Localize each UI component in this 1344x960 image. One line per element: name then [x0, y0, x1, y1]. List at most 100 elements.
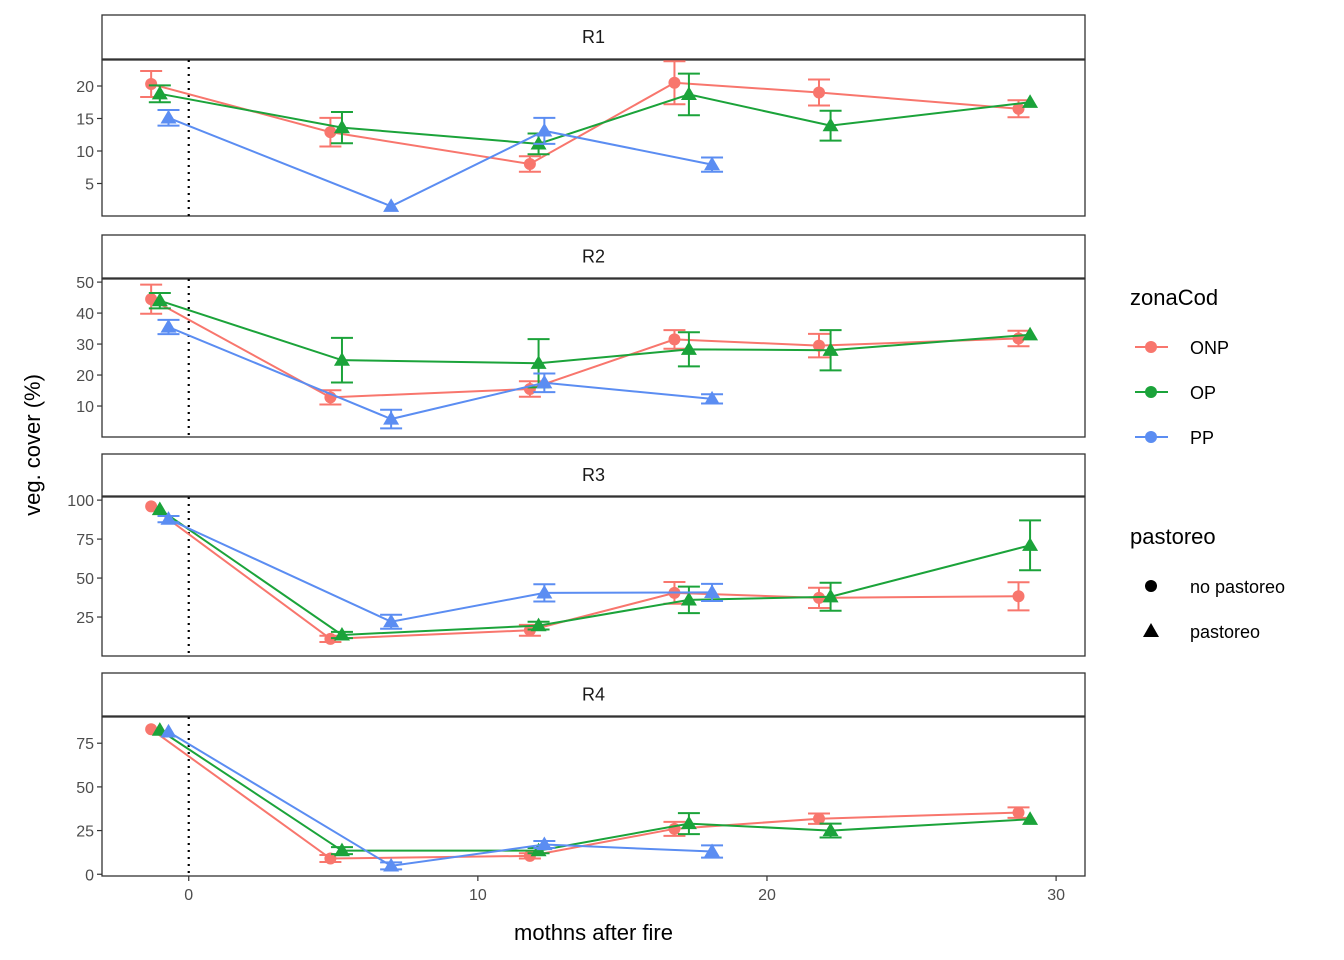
point-op-r3 [1022, 537, 1039, 551]
point-pp-r4 [160, 723, 177, 738]
point-onp-r1 [145, 78, 158, 91]
point-onp-r3 [324, 632, 337, 645]
point-op-r3 [333, 626, 350, 641]
point-pp-r2 [704, 390, 721, 405]
point-op-r1 [530, 135, 547, 150]
point-pp-r4 [536, 836, 553, 851]
facet-strip-r1 [101, 14, 1086, 60]
facet-label-r1: R1 [582, 27, 605, 47]
x-tick-label: 10 [469, 887, 487, 904]
series-line-op-r4 [159, 729, 1031, 852]
point-onp-r1 [523, 158, 536, 170]
y-tick-label-r4: 50 [76, 780, 94, 797]
point-op-r2 [333, 352, 350, 366]
x-tick-label: 0 [184, 887, 193, 904]
series-line-pp-r4 [167, 730, 713, 867]
x-tick-label: 20 [758, 887, 776, 904]
legend-key-point-pp [1145, 431, 1157, 443]
y-tick-label-r2: 20 [76, 368, 94, 385]
point-pp-r1 [383, 198, 400, 212]
series-line-pp-r3 [168, 518, 713, 623]
facet-strip-r4 [101, 672, 1086, 717]
point-pp-r3 [536, 584, 553, 599]
legend-label-op: OP [1190, 383, 1216, 403]
point-pp-r3 [704, 584, 721, 598]
series-line-op-r3 [159, 508, 1031, 636]
legend-shape-circle [1145, 580, 1157, 592]
y-tick-label-r4: 0 [85, 867, 94, 884]
x-axis-title: mothns after fire [514, 920, 673, 945]
legend-label-shape: pastoreo [1190, 622, 1260, 642]
point-op-r1 [680, 86, 697, 101]
point-pp-r1 [160, 109, 177, 124]
point-pp-r1 [536, 122, 553, 137]
y-tick-label-r3: 50 [76, 571, 94, 588]
legend-label-pp: PP [1190, 428, 1214, 448]
y-axis-title: veg. cover (%) [20, 374, 45, 516]
facet-label-r4: R4 [582, 685, 605, 705]
series-line-onp-r4 [150, 728, 1019, 860]
y-tick-label-r1: 20 [76, 79, 94, 96]
x-tick-label: 30 [1047, 887, 1065, 904]
series-line-pp-r1 [168, 116, 713, 208]
facet-label-r3: R3 [582, 465, 605, 485]
point-onp-r1 [1012, 102, 1025, 115]
point-onp-r2 [668, 333, 681, 346]
y-tick-label-r2: 30 [76, 337, 94, 354]
point-op-r2 [530, 355, 547, 369]
point-pp-r4 [704, 843, 721, 858]
legend-key-point-op [1145, 386, 1157, 398]
point-op-r4 [1022, 811, 1039, 825]
point-onp-r2 [145, 293, 158, 306]
y-tick-label-r1: 10 [76, 144, 94, 161]
legend-title-pastoreo: pastoreo [1130, 524, 1216, 549]
series-line-pp-r2 [168, 326, 713, 421]
facet-panel-r3 [101, 496, 1086, 657]
point-op-r4 [822, 822, 839, 837]
point-op-r3 [530, 617, 547, 632]
point-op-r1 [822, 117, 839, 132]
point-op-r2 [1022, 326, 1039, 341]
y-tick-label-r3: 100 [67, 493, 94, 510]
y-tick-label-r3: 75 [76, 532, 94, 549]
point-pp-r2 [160, 319, 177, 333]
point-op-r4 [680, 815, 697, 830]
point-onp-r2 [1012, 332, 1025, 345]
point-op-r1 [1022, 94, 1039, 108]
point-onp-r1 [324, 126, 337, 139]
point-pp-r1 [704, 156, 721, 171]
point-onp-r4 [1012, 806, 1025, 819]
y-tick-label-r2: 50 [76, 275, 94, 292]
point-pp-r2 [383, 411, 400, 425]
point-pp-r2 [536, 374, 553, 389]
point-op-r2 [151, 292, 168, 307]
y-tick-label-r4: 25 [76, 824, 94, 841]
point-onp-r3 [1012, 590, 1025, 603]
facet-label-r2: R2 [582, 247, 605, 267]
series-line-op-r2 [159, 299, 1031, 365]
y-tick-label-r2: 40 [76, 306, 94, 323]
point-op-r1 [333, 119, 350, 134]
point-pp-r4 [383, 857, 400, 872]
point-op-r4 [333, 842, 350, 857]
point-op-r3 [680, 591, 697, 606]
point-onp-r4 [813, 812, 826, 825]
point-op-r1 [151, 85, 168, 100]
series-line-op-r1 [159, 92, 1031, 145]
facet-strip-r2 [101, 234, 1086, 279]
y-tick-label-r3: 25 [76, 610, 94, 627]
y-tick-label-r4: 75 [76, 736, 94, 753]
legend-key-point-onp [1145, 341, 1157, 353]
point-onp-r1 [668, 76, 681, 89]
point-op-r2 [680, 341, 697, 355]
y-tick-label-r2: 10 [76, 399, 94, 416]
point-pp-r3 [383, 613, 400, 628]
point-onp-r4 [324, 852, 337, 865]
point-op-r3 [822, 588, 839, 603]
facet-panel-r1 [101, 59, 1086, 217]
point-op-r2 [822, 342, 839, 356]
legend-label-shape: no pastoreo [1190, 577, 1285, 597]
facet-panel-r4 [101, 716, 1086, 877]
legend-shape-triangle [1143, 623, 1159, 637]
